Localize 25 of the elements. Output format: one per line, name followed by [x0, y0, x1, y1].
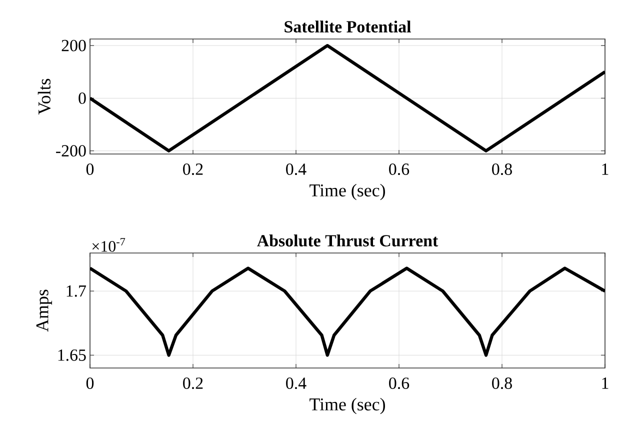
y-tick-label: 1.7	[66, 285, 86, 297]
x-axis-title: Time (sec)	[310, 398, 385, 414]
x-tick-label: 0.8	[492, 164, 512, 176]
chart-title: Absolute Thrust Current	[257, 234, 438, 246]
x-tick-label: 0.6	[389, 164, 410, 176]
chart-title: Satellite Potential	[284, 20, 411, 33]
x-tick-label: 0.2	[183, 378, 203, 390]
y-tick-label: 0	[78, 92, 86, 104]
y-axis-title: Volts	[38, 78, 51, 115]
x-tick-label: 0	[86, 378, 94, 389]
y-tick-label: -200	[56, 145, 86, 157]
y-axis-title: Amps	[36, 290, 52, 332]
text: ×10$^{-7}$	[92, 238, 126, 252]
x-tick-label: 0.8	[492, 378, 512, 390]
x-tick-label: 0.4	[286, 164, 306, 176]
x-tick-label: 0.6	[389, 378, 410, 390]
x-tick-label: 1	[602, 378, 608, 389]
y-tick-label: 200	[62, 40, 86, 52]
line-series	[90, 266, 606, 357]
x-tick-label: 0.4	[286, 378, 306, 390]
y-tick-label: 1.65	[58, 349, 86, 361]
x-tick-label: 0.2	[183, 164, 203, 176]
x-axis-title: Time (sec)	[310, 184, 385, 200]
x-tick-label: 0	[86, 164, 94, 175]
x-tick-label: 1	[602, 164, 608, 175]
